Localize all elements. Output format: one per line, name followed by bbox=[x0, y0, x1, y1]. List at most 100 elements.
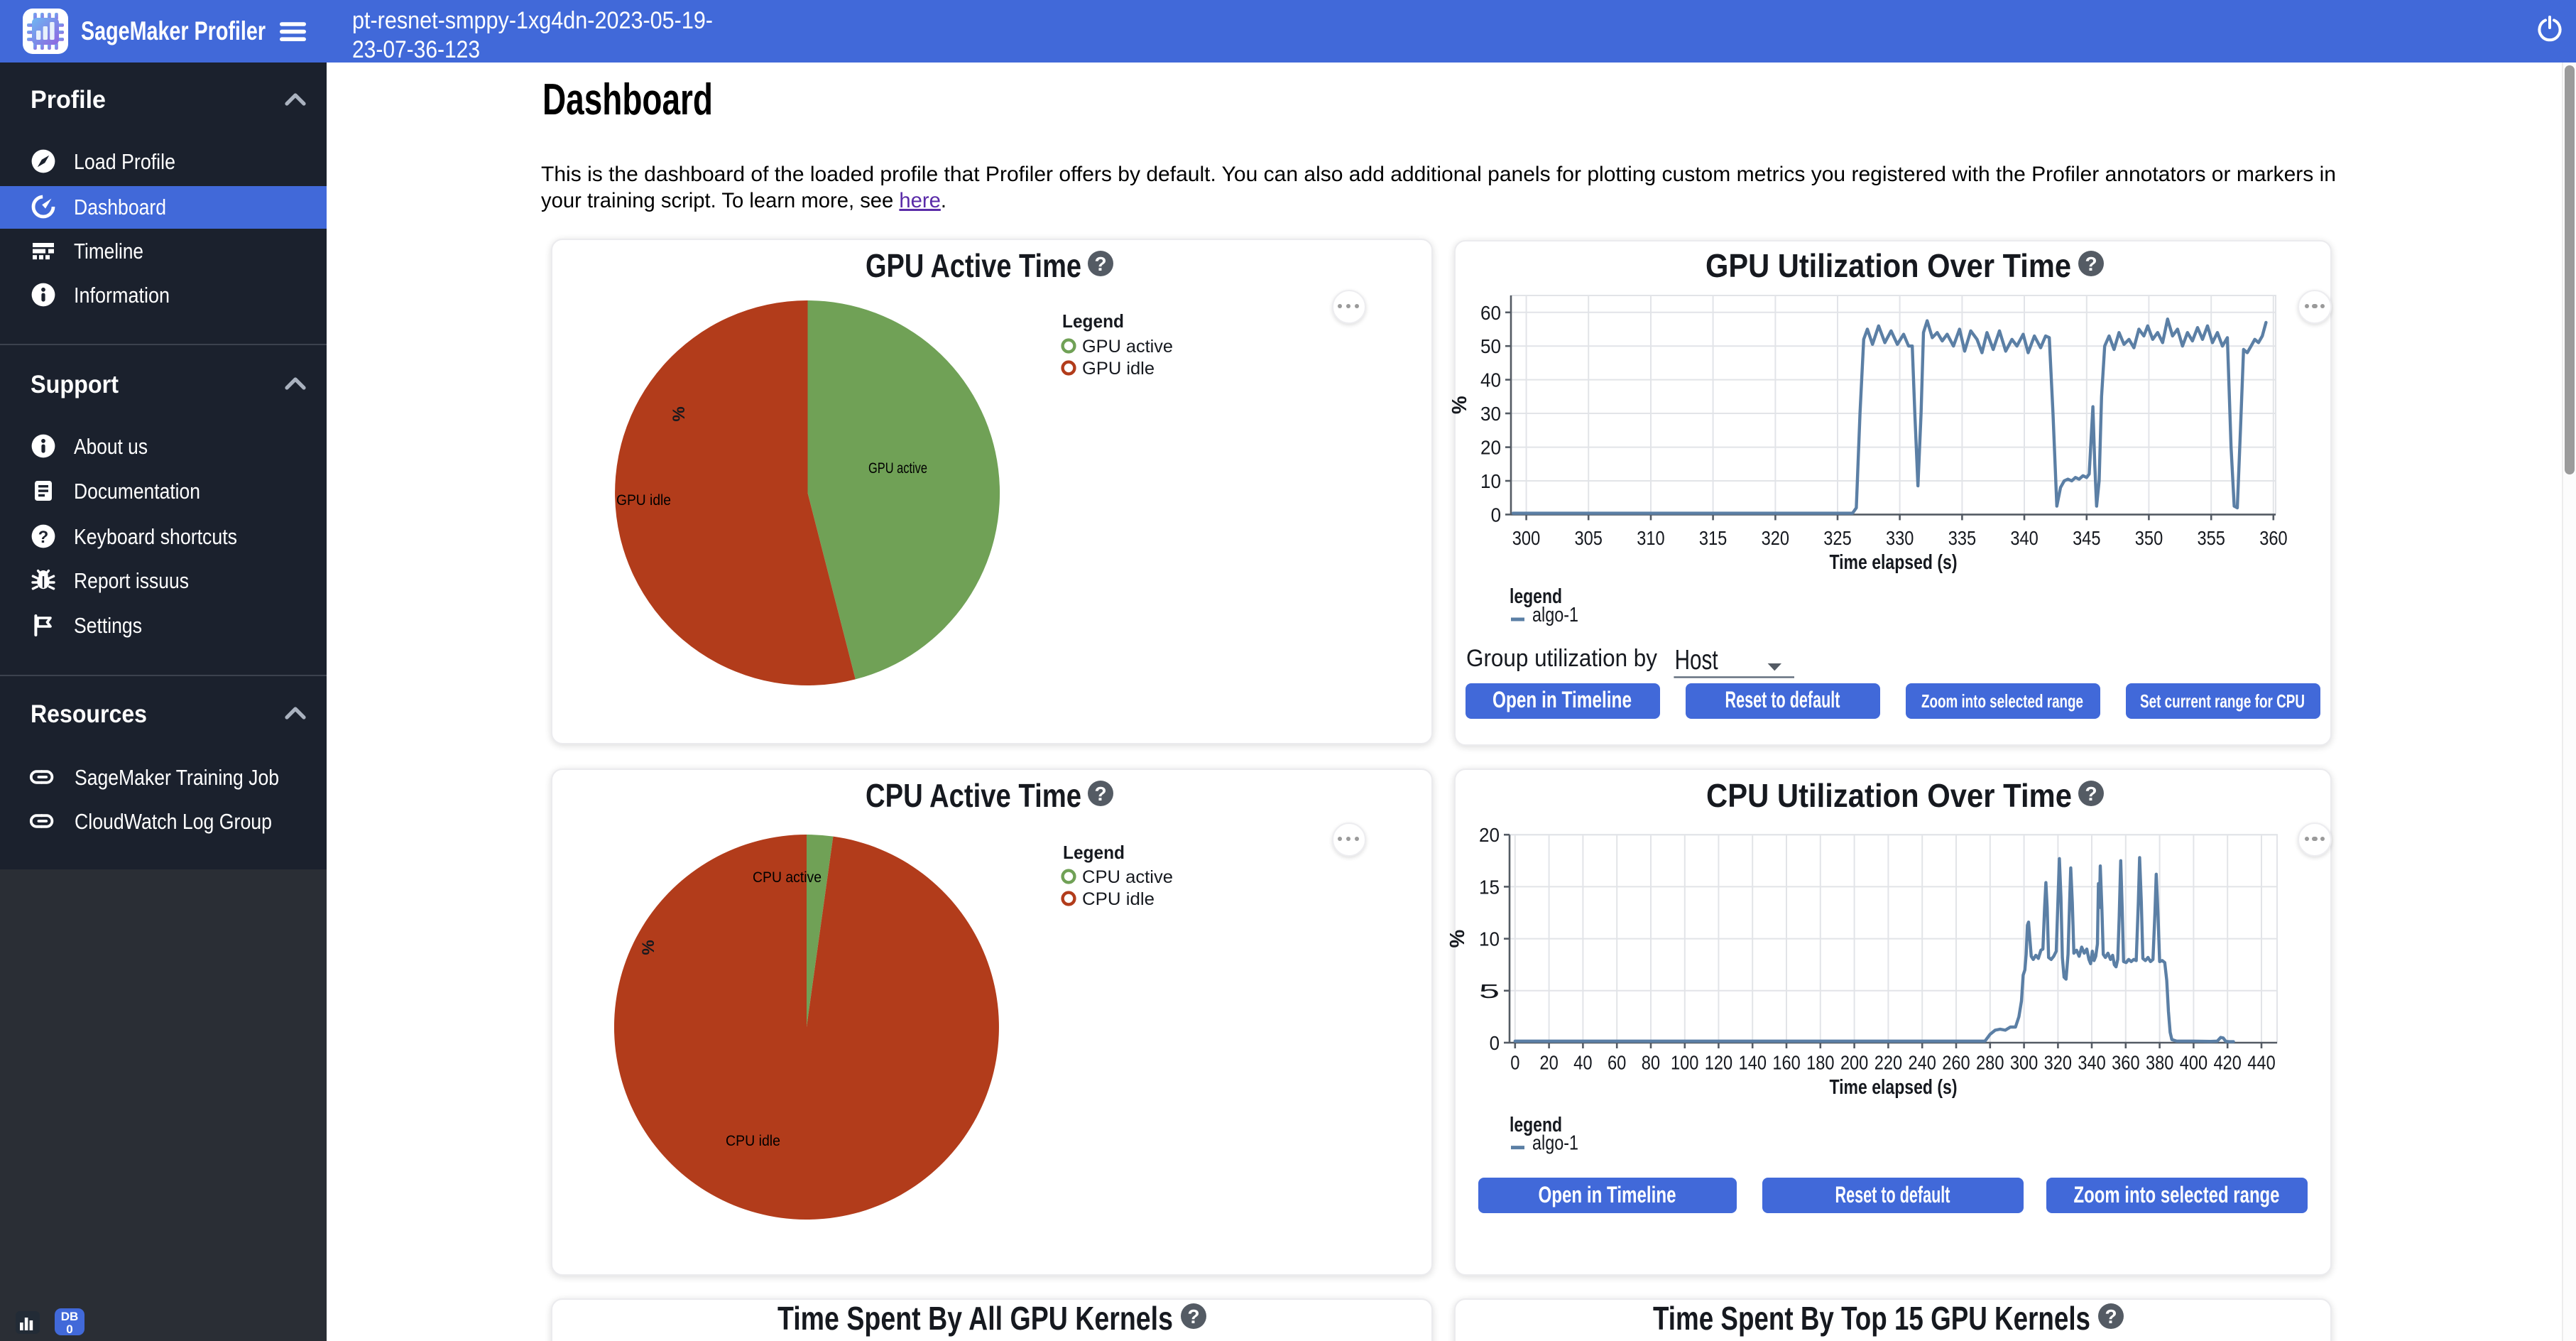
svg-text:30: 30 bbox=[1480, 403, 1501, 425]
svg-text:355: 355 bbox=[2198, 527, 2225, 549]
svg-text:Time elapsed (s): Time elapsed (s) bbox=[1830, 551, 1958, 574]
svg-text:Time Spent By Top 15 GPU Kerne: Time Spent By Top 15 GPU Kernels bbox=[1653, 1300, 2090, 1337]
svg-text:300: 300 bbox=[2010, 1052, 2038, 1074]
svg-text:380: 380 bbox=[2146, 1052, 2173, 1074]
svg-text:Legend: Legend bbox=[1063, 842, 1125, 863]
svg-text:Time Spent By All GPU Kernels: Time Spent By All GPU Kernels bbox=[777, 1300, 1173, 1337]
svg-text:360: 360 bbox=[2259, 527, 2287, 549]
svg-text:CPU idle: CPU idle bbox=[726, 1133, 780, 1149]
svg-text:?: ? bbox=[2085, 253, 2097, 275]
svg-text:?: ? bbox=[2085, 783, 2097, 805]
svg-text:SageMaker Profiler: SageMaker Profiler bbox=[81, 16, 266, 45]
svg-text:Settings: Settings bbox=[74, 613, 142, 638]
svg-text:40: 40 bbox=[1480, 369, 1501, 391]
svg-text:?: ? bbox=[1187, 1305, 1199, 1328]
svg-text:Set current range for CPU: Set current range for CPU bbox=[2140, 690, 2305, 712]
svg-text:?: ? bbox=[38, 528, 49, 547]
svg-text:?: ? bbox=[2105, 1305, 2117, 1328]
svg-text:GPU Utilization Over Time: GPU Utilization Over Time bbox=[1705, 247, 2071, 284]
svg-text:20: 20 bbox=[1539, 1052, 1558, 1074]
svg-text:Zoom into selected range: Zoom into selected range bbox=[1921, 690, 2083, 712]
svg-text:DB: DB bbox=[61, 1310, 79, 1323]
svg-text:GPU active: GPU active bbox=[868, 460, 927, 477]
svg-text:330: 330 bbox=[1886, 527, 1914, 549]
svg-text:400: 400 bbox=[2180, 1052, 2207, 1074]
svg-text:%: % bbox=[1446, 929, 1469, 948]
svg-text:Resources: Resources bbox=[31, 700, 147, 728]
svg-text:420: 420 bbox=[2214, 1052, 2242, 1074]
svg-text:310: 310 bbox=[1637, 527, 1664, 549]
svg-text:algo-1: algo-1 bbox=[1532, 1132, 1578, 1155]
svg-text:345: 345 bbox=[2073, 527, 2100, 549]
svg-text:320: 320 bbox=[2044, 1052, 2072, 1074]
svg-text:GPU active: GPU active bbox=[1082, 337, 1173, 357]
svg-text:Dashboard: Dashboard bbox=[74, 195, 166, 219]
svg-text:About us: About us bbox=[74, 434, 148, 459]
svg-text:legend: legend bbox=[1510, 1114, 1562, 1136]
svg-text:320: 320 bbox=[1762, 527, 1789, 549]
svg-text:180: 180 bbox=[1806, 1052, 1834, 1074]
svg-text:CPU active: CPU active bbox=[753, 869, 822, 886]
svg-text:%: % bbox=[670, 406, 689, 421]
svg-text:15: 15 bbox=[1479, 876, 1500, 898]
svg-text:20: 20 bbox=[1480, 437, 1501, 459]
svg-text:340: 340 bbox=[2010, 527, 2038, 549]
svg-text:CPU Utilization Over Time: CPU Utilization Over Time bbox=[1706, 777, 2072, 814]
svg-text:Dashboard: Dashboard bbox=[542, 75, 713, 124]
svg-text:440: 440 bbox=[2247, 1052, 2275, 1074]
svg-text:Reset to default: Reset to default bbox=[1725, 687, 1840, 712]
svg-text:Open in Timeline: Open in Timeline bbox=[1539, 1182, 1676, 1207]
svg-text:40: 40 bbox=[1573, 1052, 1592, 1074]
svg-text:335: 335 bbox=[1948, 527, 1976, 549]
svg-text:Timeline: Timeline bbox=[74, 239, 143, 264]
svg-text:CPU Active Time: CPU Active Time bbox=[866, 777, 1081, 814]
svg-text:Documentation: Documentation bbox=[74, 479, 200, 504]
svg-text:50: 50 bbox=[1480, 335, 1501, 357]
svg-text:%: % bbox=[1448, 396, 1471, 414]
svg-text:315: 315 bbox=[1699, 527, 1727, 549]
svg-text:60: 60 bbox=[1608, 1052, 1626, 1074]
svg-text:100: 100 bbox=[1671, 1052, 1698, 1074]
svg-text:Reset to default: Reset to default bbox=[1835, 1182, 1950, 1207]
svg-text:0: 0 bbox=[66, 1323, 72, 1336]
svg-text:CloudWatch Log Group: CloudWatch Log Group bbox=[75, 809, 272, 834]
svg-text:240: 240 bbox=[1908, 1052, 1936, 1074]
svg-text:GPU idle: GPU idle bbox=[1082, 359, 1155, 379]
svg-text:?: ? bbox=[1094, 253, 1106, 275]
svg-text:Open in Timeline: Open in Timeline bbox=[1492, 687, 1632, 712]
svg-text:your training script. To learn: your training script. To learn more, see… bbox=[541, 189, 946, 212]
svg-text:Report issuus: Report issuus bbox=[74, 568, 189, 593]
svg-text:legend: legend bbox=[1510, 585, 1562, 608]
svg-text:20: 20 bbox=[1479, 824, 1500, 846]
svg-text:305: 305 bbox=[1575, 527, 1603, 549]
svg-text:340: 340 bbox=[2078, 1052, 2105, 1074]
svg-text:80: 80 bbox=[1642, 1052, 1660, 1074]
svg-text:60: 60 bbox=[1480, 302, 1501, 324]
svg-text:300: 300 bbox=[1512, 527, 1540, 549]
svg-text:280: 280 bbox=[1976, 1052, 2004, 1074]
svg-text:140: 140 bbox=[1739, 1052, 1767, 1074]
svg-text:pt-resnet-smppy-1xg4dn-2023-05: pt-resnet-smppy-1xg4dn-2023-05-19- bbox=[352, 7, 713, 34]
svg-text:CPU idle: CPU idle bbox=[1082, 889, 1155, 909]
svg-text:This is the dashboard of the l: This is the dashboard of the loaded prof… bbox=[541, 163, 2336, 186]
svg-text:220: 220 bbox=[1874, 1052, 1902, 1074]
svg-text:SageMaker Training Job: SageMaker Training Job bbox=[75, 765, 279, 790]
svg-text:0: 0 bbox=[1510, 1052, 1519, 1074]
svg-text:200: 200 bbox=[1840, 1052, 1868, 1074]
svg-text:325: 325 bbox=[1823, 527, 1851, 549]
svg-text:160: 160 bbox=[1772, 1052, 1800, 1074]
svg-text:23-07-36-123: 23-07-36-123 bbox=[352, 36, 480, 63]
svg-text:350: 350 bbox=[2135, 527, 2163, 549]
svg-text:GPU idle: GPU idle bbox=[616, 492, 671, 509]
svg-text:CPU active: CPU active bbox=[1082, 867, 1173, 887]
svg-text:Zoom into selected range: Zoom into selected range bbox=[2074, 1182, 2280, 1207]
svg-text:5: 5 bbox=[1479, 980, 1500, 1002]
svg-text:120: 120 bbox=[1705, 1052, 1732, 1074]
svg-text:360: 360 bbox=[2112, 1052, 2139, 1074]
svg-text:0: 0 bbox=[1490, 1032, 1500, 1054]
svg-text:Load Profile: Load Profile bbox=[74, 149, 175, 174]
svg-text:Support: Support bbox=[31, 371, 119, 398]
svg-text:?: ? bbox=[1094, 783, 1106, 805]
svg-text:Time elapsed (s): Time elapsed (s) bbox=[1830, 1076, 1958, 1099]
svg-text:Keyboard shortcuts: Keyboard shortcuts bbox=[74, 524, 237, 549]
